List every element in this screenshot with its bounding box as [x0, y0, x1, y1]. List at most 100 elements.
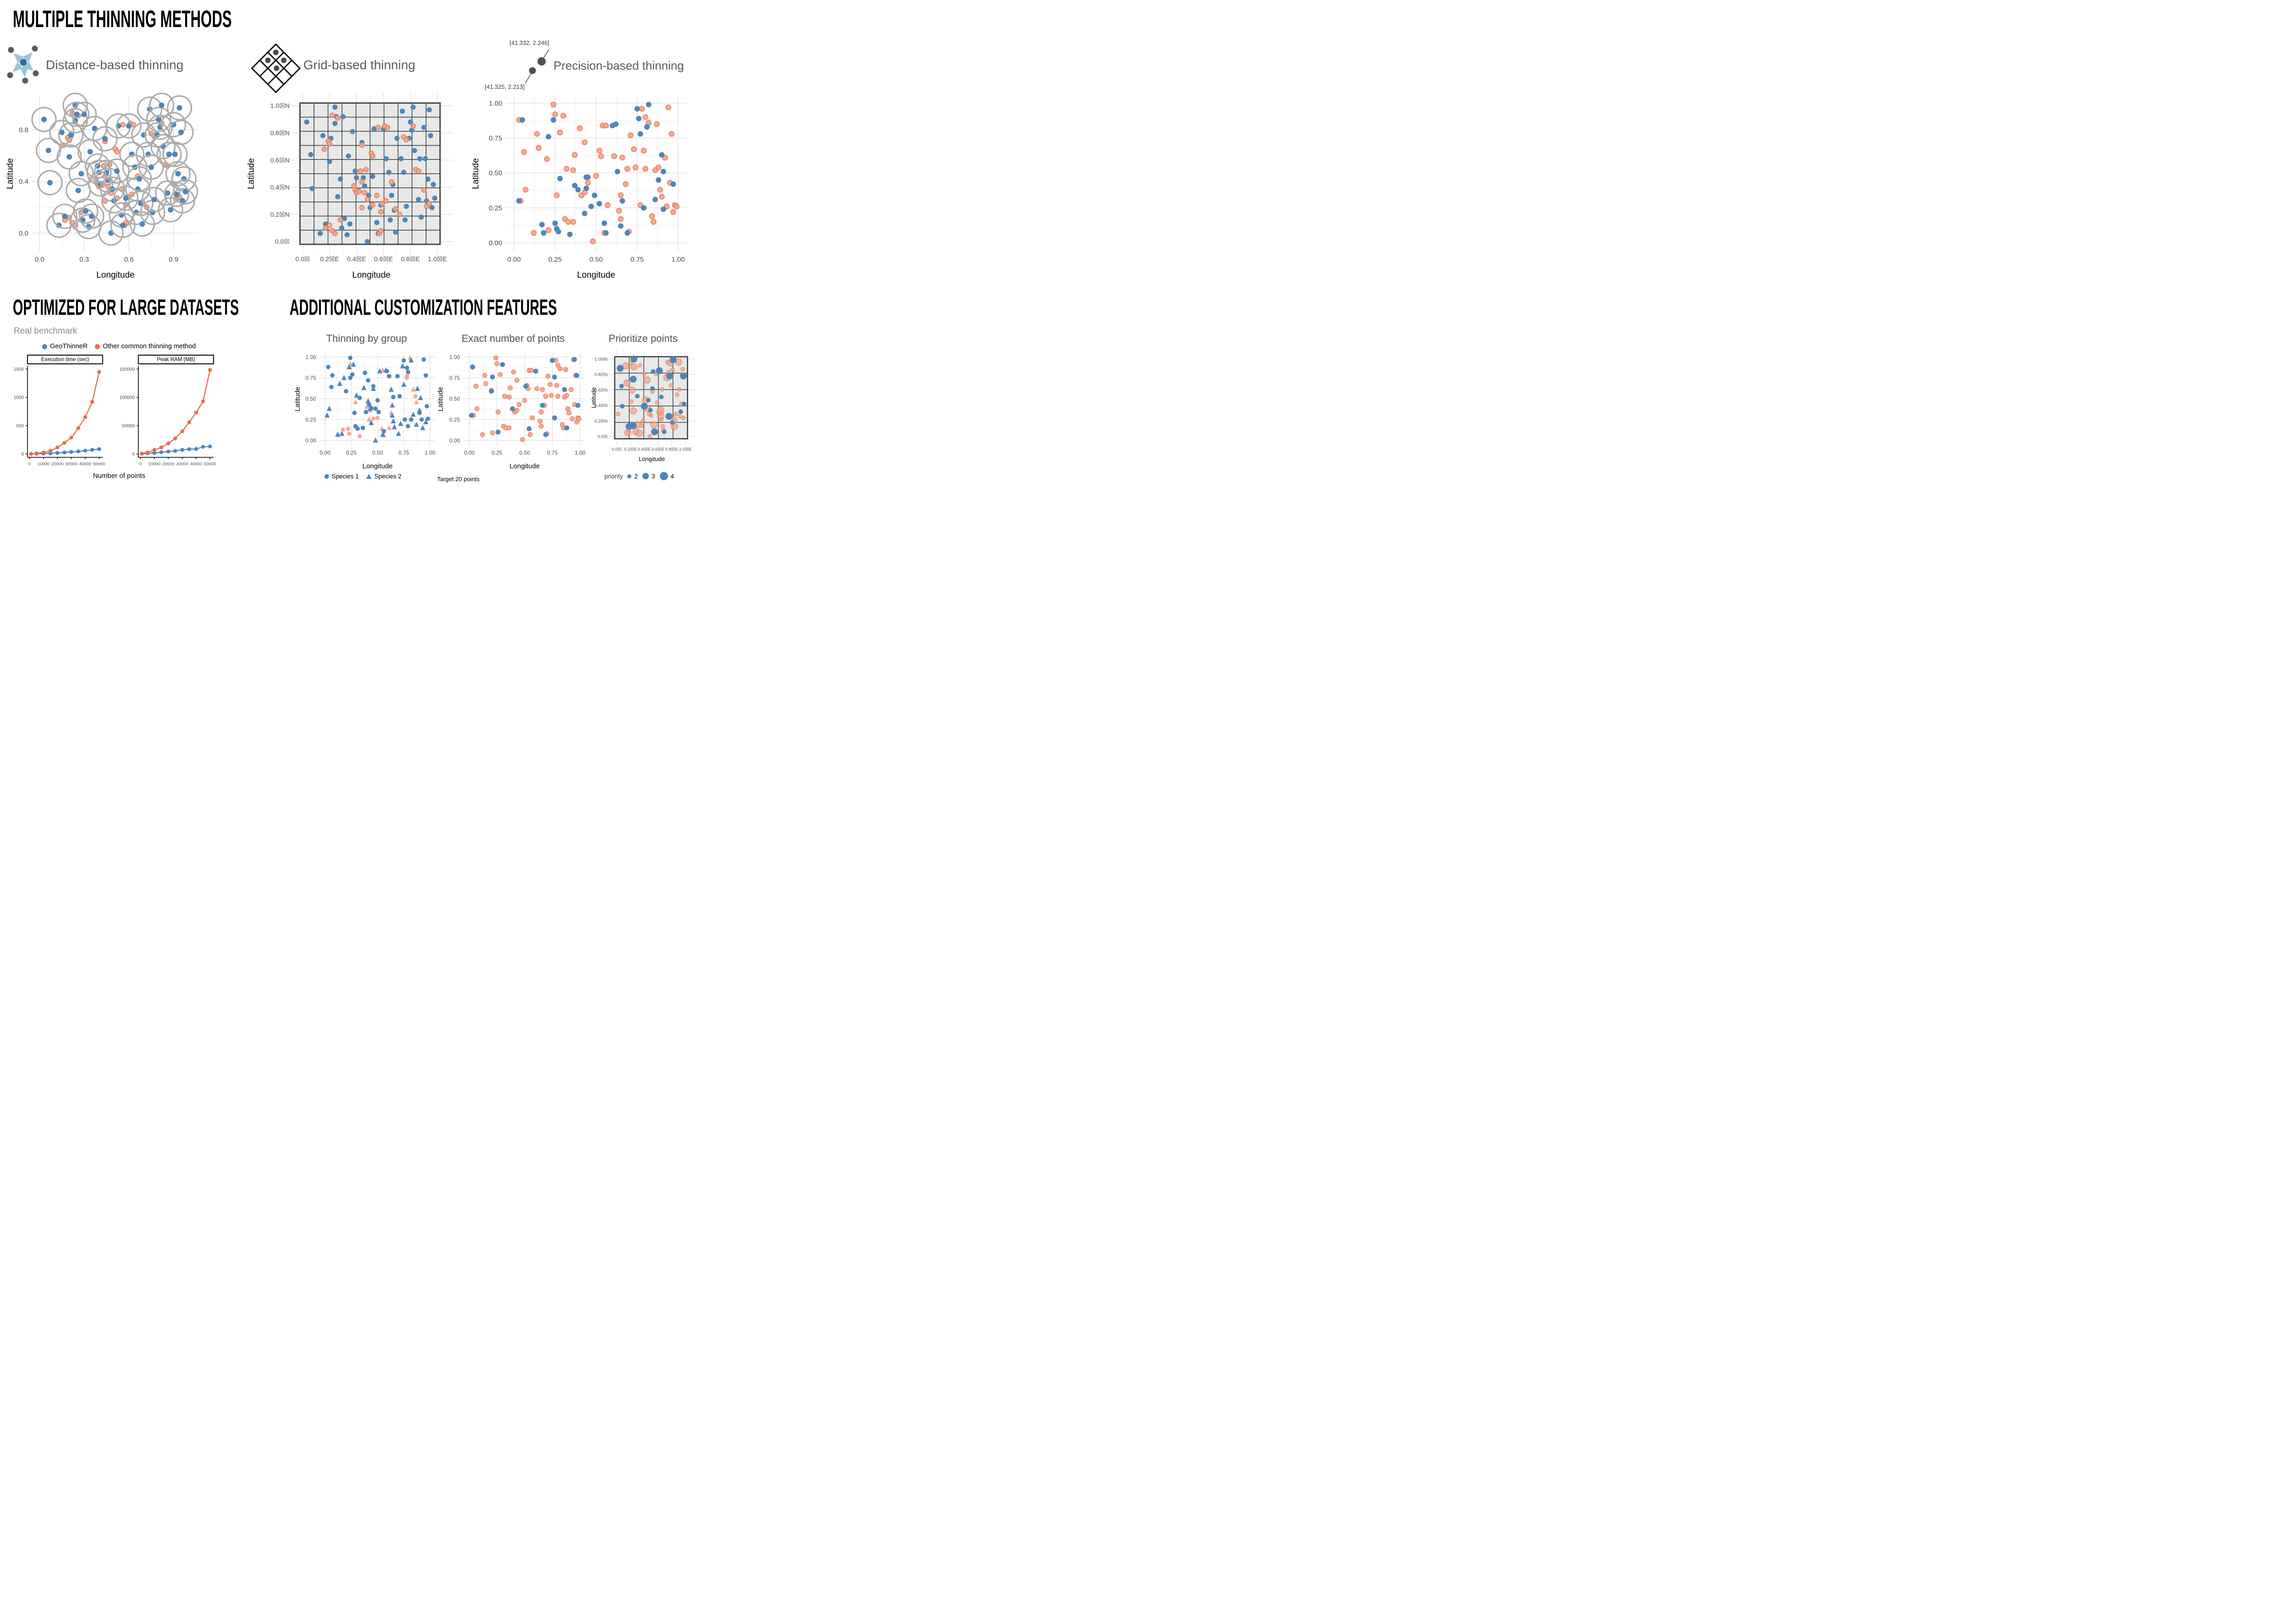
svg-text:Latitude: Latitude	[437, 387, 444, 411]
svg-text:0.00: 0.00	[306, 437, 317, 444]
group-plot-title: Thinning by group	[326, 333, 407, 344]
priority-size3-label: 3	[652, 472, 655, 480]
benchmark-x-label: Number of points	[93, 472, 146, 480]
svg-text:0: 0	[132, 452, 135, 457]
svg-text:0.00: 0.00	[320, 450, 331, 456]
grid-thinning-plot: 0.0☒ 0.2☒E 0.4☒E 0.6☒E 0.8☒E 1.0☒E 0.0☒ 0.2☒N 0.…	[247, 93, 453, 280]
priority-size4-label: 4	[670, 472, 674, 480]
infographic-page: MULTIPLE THINNING METHODS Distance-based…	[0, 0, 698, 487]
svg-text:0: 0	[28, 462, 31, 467]
svg-text:0.50: 0.50	[306, 395, 317, 402]
svg-text:0.00: 0.00	[489, 239, 502, 247]
svg-text:10000: 10000	[148, 462, 160, 467]
svg-text:1.00: 1.00	[449, 354, 460, 360]
svg-text:0.6☒E: 0.6☒E	[374, 255, 393, 263]
priority-plot-title: Prioritize points	[608, 333, 678, 344]
svg-text:0.25: 0.25	[449, 417, 460, 423]
precision-thinning-plot: 0.00 0.25 0.50 0.75 1.00 0.00 0.25 0.50 0.75 1.00…	[471, 96, 686, 280]
species2-legend-label: Species 2	[374, 473, 402, 480]
geothinner-legend-label: GeoThinneR	[50, 343, 88, 350]
species2-legend-triangle	[366, 474, 372, 479]
svg-text:150000: 150000	[120, 367, 135, 372]
svg-text:0.75: 0.75	[399, 450, 410, 456]
svg-text:30000: 30000	[176, 462, 188, 467]
distance-thinning-plot: 0.0 0.3 0.6 0.9 0.0 0.4 0.8 Longitude Latitude	[5, 93, 199, 280]
svg-text:0.4☒E: 0.4☒E	[638, 447, 651, 452]
section-title-custom: ADDITIONAL CUSTOMIZATION FEATURES	[290, 296, 557, 320]
svg-text:0.4☒N: 0.4☒N	[270, 184, 290, 191]
group-plot: 0.00 0.25 0.50 0.75 1.00 0.00 0.25 0.50 0.75 1.00…	[294, 353, 436, 470]
svg-text:50000: 50000	[93, 462, 105, 467]
section-title-benchmark: OPTIMIZED FOR LARGE DATASETS	[13, 296, 239, 320]
svg-text:50000: 50000	[204, 462, 216, 467]
svg-text:100000: 100000	[120, 395, 135, 401]
precision-callout-bottom: [41.325, 2.213]	[485, 83, 525, 90]
svg-text:1.0☒N: 1.0☒N	[270, 102, 290, 110]
distance-thinning-icon	[7, 45, 39, 84]
svg-text:0.2☒E: 0.2☒E	[320, 255, 339, 263]
svg-text:0.25: 0.25	[492, 450, 503, 456]
benchmark-subtitle: Real benchmark	[14, 326, 77, 336]
svg-text:0.50: 0.50	[519, 450, 530, 456]
precision-thinning-label: Precision-based thinning	[554, 59, 684, 72]
svg-text:0.75: 0.75	[489, 135, 502, 143]
svg-text:0.25: 0.25	[346, 450, 357, 456]
precision-thinning-icon	[525, 49, 549, 84]
priority-size4-dot	[659, 472, 668, 480]
svg-text:0.50: 0.50	[372, 450, 383, 456]
exact-plot-caption: Target 20 points	[437, 476, 480, 483]
svg-text:Longitude: Longitude	[577, 270, 615, 280]
svg-text:0.0☒: 0.0☒	[612, 447, 622, 452]
svg-text:0.8☒N: 0.8☒N	[594, 373, 608, 378]
svg-text:0.2☒N: 0.2☒N	[270, 211, 290, 218]
svg-text:30000: 30000	[65, 462, 77, 467]
svg-text:0.75: 0.75	[306, 375, 317, 381]
svg-text:Latitude: Latitude	[5, 158, 15, 189]
svg-text:0.0☒: 0.0☒	[597, 434, 608, 439]
svg-text:0.00: 0.00	[507, 256, 521, 263]
svg-text:Longitude: Longitude	[352, 270, 390, 280]
svg-text:0.50: 0.50	[489, 170, 502, 177]
svg-text:Peak RAM (MB): Peak RAM (MB)	[157, 357, 195, 362]
svg-text:Longitude: Longitude	[96, 270, 134, 280]
benchmark-legend: GeoThinneR Other common thinning method	[42, 343, 203, 350]
svg-text:0.9: 0.9	[169, 256, 178, 263]
priority-size2-label: 2	[634, 472, 638, 480]
grid-thinning-label: Grid-based thinning	[303, 58, 416, 72]
svg-text:1.00: 1.00	[575, 450, 586, 456]
svg-text:1.0☒E: 1.0☒E	[679, 447, 692, 452]
svg-text:0.4☒N: 0.4☒N	[594, 403, 608, 408]
svg-text:0.6☒E: 0.6☒E	[652, 447, 664, 452]
svg-text:0: 0	[139, 462, 142, 467]
svg-text:0.8☒E: 0.8☒E	[401, 255, 420, 263]
svg-text:0.8☒E: 0.8☒E	[665, 447, 678, 452]
svg-text:0.25: 0.25	[306, 417, 317, 423]
svg-text:0.50: 0.50	[589, 256, 603, 263]
svg-text:0.6: 0.6	[124, 256, 134, 263]
grid-thinning-icon	[251, 43, 301, 93]
svg-text:1.00: 1.00	[671, 256, 685, 263]
svg-text:0.50: 0.50	[449, 395, 460, 402]
svg-text:40000: 40000	[190, 462, 202, 467]
geothinner-legend-dot	[42, 344, 47, 349]
svg-text:40000: 40000	[79, 462, 91, 467]
species-legend: Species 1 Species 2	[293, 473, 440, 480]
svg-text:0.4☒E: 0.4☒E	[347, 255, 366, 263]
priority-plot: 0.0☒ 0.2☒E 0.4☒E 0.6☒E 0.8☒E 1.0☒E0.0☒0.2☒N0.…	[590, 350, 695, 462]
priority-size3-dot	[642, 473, 649, 479]
svg-text:0.8☒N: 0.8☒N	[270, 129, 290, 137]
svg-text:1.0☒E: 1.0☒E	[428, 255, 447, 263]
svg-text:0.0☒: 0.0☒	[296, 255, 310, 263]
svg-text:20000: 20000	[162, 462, 174, 467]
svg-text:1.0☒N: 1.0☒N	[594, 357, 608, 362]
svg-text:0.75: 0.75	[547, 450, 558, 456]
execution-time-chart: Execution time (sec)0 10000 20000 30000 4000…	[14, 355, 105, 467]
svg-text:Latitude: Latitude	[294, 387, 301, 411]
svg-text:0.2☒N: 0.2☒N	[594, 419, 608, 424]
distance-thinning-label: Distance-based thinning	[46, 58, 184, 72]
svg-text:0.3: 0.3	[79, 256, 89, 263]
svg-text:0.0: 0.0	[35, 256, 44, 263]
svg-text:0.75: 0.75	[449, 375, 460, 381]
svg-text:1.00: 1.00	[425, 450, 436, 456]
priority-legend-title: priority	[604, 472, 623, 480]
